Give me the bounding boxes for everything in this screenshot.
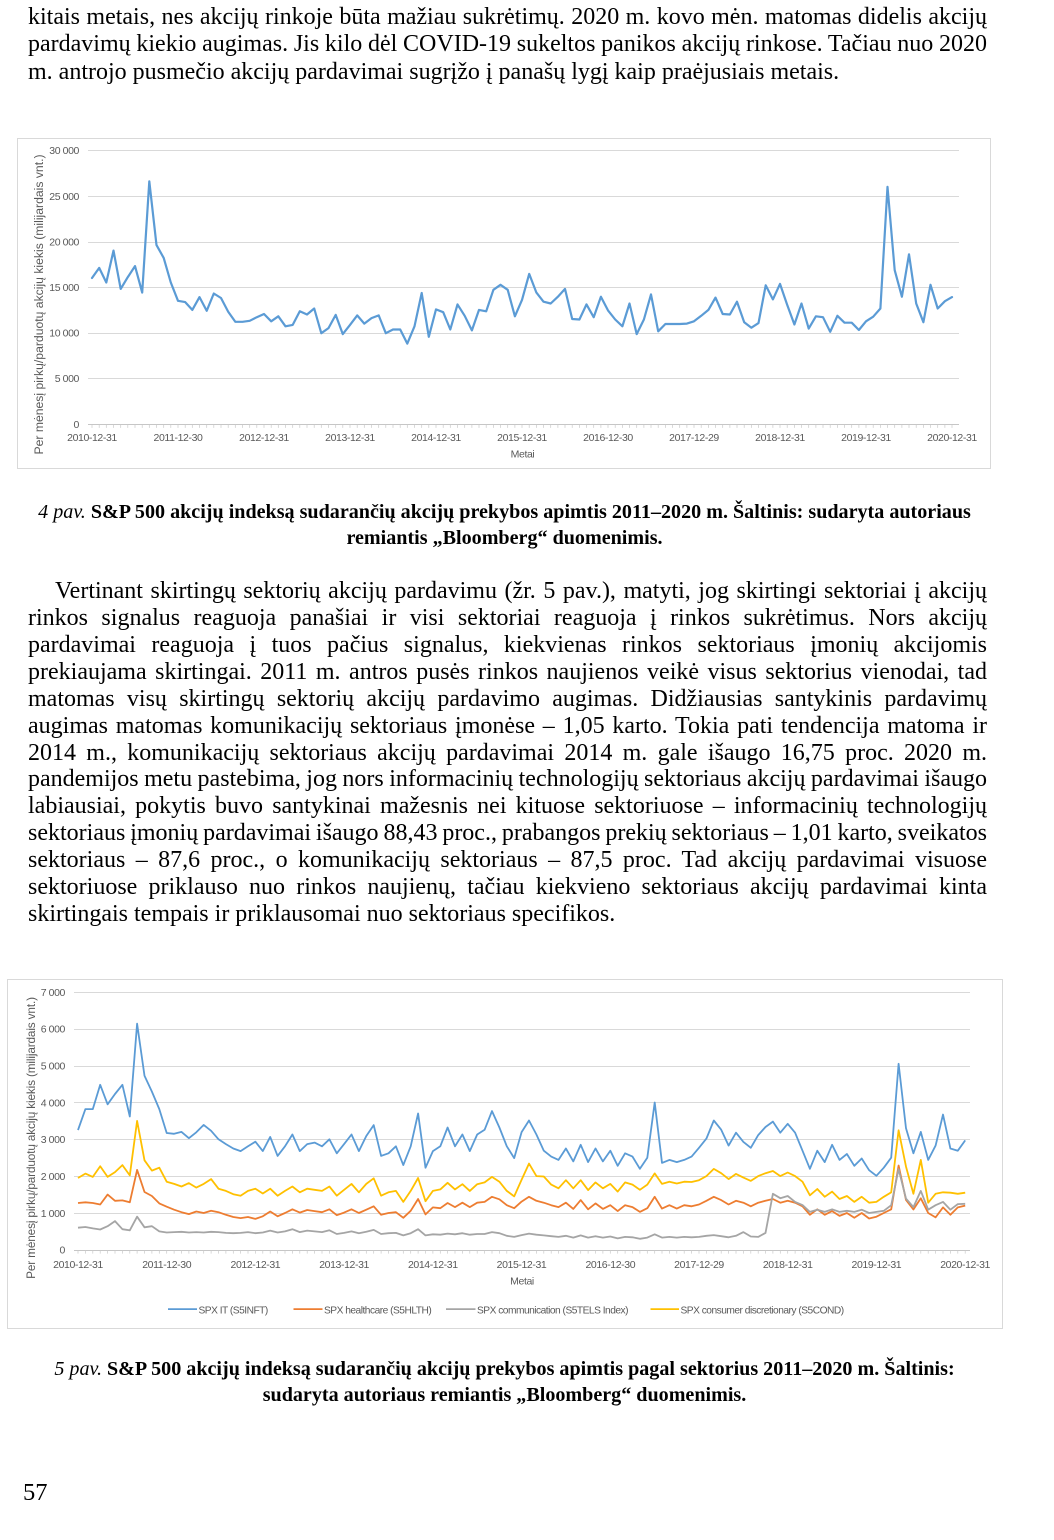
svg-text:1 000: 1 000 [41,1208,66,1220]
svg-text:15 000: 15 000 [49,282,79,294]
svg-text:6 000: 6 000 [41,1024,66,1036]
svg-text:2019-12-31: 2019-12-31 [852,1259,902,1271]
svg-text:2011-12-30: 2011-12-30 [142,1259,191,1271]
svg-text:2016-12-30: 2016-12-30 [583,432,633,444]
svg-text:2012-12-31: 2012-12-31 [239,432,289,444]
svg-text:2019-12-31: 2019-12-31 [841,432,891,444]
svg-text:2013-12-31: 2013-12-31 [325,432,375,444]
svg-text:4 000: 4 000 [41,1097,66,1109]
svg-text:2018-12-31: 2018-12-31 [755,432,805,444]
svg-text:2015-12-31: 2015-12-31 [497,432,547,444]
svg-text:2013-12-31: 2013-12-31 [319,1259,369,1271]
svg-text:2010-12-31: 2010-12-31 [53,1259,103,1271]
svg-text:2011-12-30: 2011-12-30 [154,432,203,444]
svg-text:2 000: 2 000 [41,1171,66,1183]
svg-text:5 000: 5 000 [41,1061,66,1073]
svg-text:Metai: Metai [510,1276,534,1288]
svg-text:SPX communication (S5TELS Inde: SPX communication (S5TELS Index) [477,1305,628,1316]
svg-text:2014-12-31: 2014-12-31 [411,432,461,444]
svg-text:2017-12-29: 2017-12-29 [674,1259,724,1271]
svg-text:SPX consumer discretionary (S5: SPX consumer discretionary (S5COND) [681,1305,844,1316]
svg-text:2016-12-30: 2016-12-30 [585,1259,635,1271]
svg-text:2018-12-31: 2018-12-31 [763,1259,813,1271]
svg-text:5 000: 5 000 [55,373,80,385]
svg-text:0: 0 [74,419,80,431]
svg-text:30 000: 30 000 [49,145,79,157]
svg-text:2020-12-31: 2020-12-31 [927,432,977,444]
svg-text:0: 0 [60,1245,66,1257]
svg-text:20 000: 20 000 [49,236,79,248]
svg-text:10 000: 10 000 [49,328,79,340]
svg-text:25 000: 25 000 [49,191,79,203]
svg-text:2017-12-29: 2017-12-29 [669,432,719,444]
svg-text:3 000: 3 000 [41,1134,66,1146]
svg-text:7 000: 7 000 [41,987,66,999]
svg-text:2020-12-31: 2020-12-31 [940,1259,990,1271]
svg-text:SPX healthcare (S5HLTH): SPX healthcare (S5HLTH) [324,1305,431,1316]
svg-text:2012-12-31: 2012-12-31 [231,1259,281,1271]
svg-text:2015-12-31: 2015-12-31 [497,1259,547,1271]
svg-text:Per mėnesį pirkų/parduotų akci: Per mėnesį pirkų/parduotų akcijų kiekis … [32,154,46,454]
svg-text:2010-12-31: 2010-12-31 [67,432,117,444]
svg-text:Per mėnesį pirkų/parduotų akci: Per mėnesį pirkų/parduotų akcijų kiekis … [24,997,38,1279]
svg-text:2014-12-31: 2014-12-31 [408,1259,458,1271]
svg-text:Metai: Metai [511,449,535,461]
svg-text:SPX IT (S5INFT): SPX IT (S5INFT) [199,1305,268,1316]
